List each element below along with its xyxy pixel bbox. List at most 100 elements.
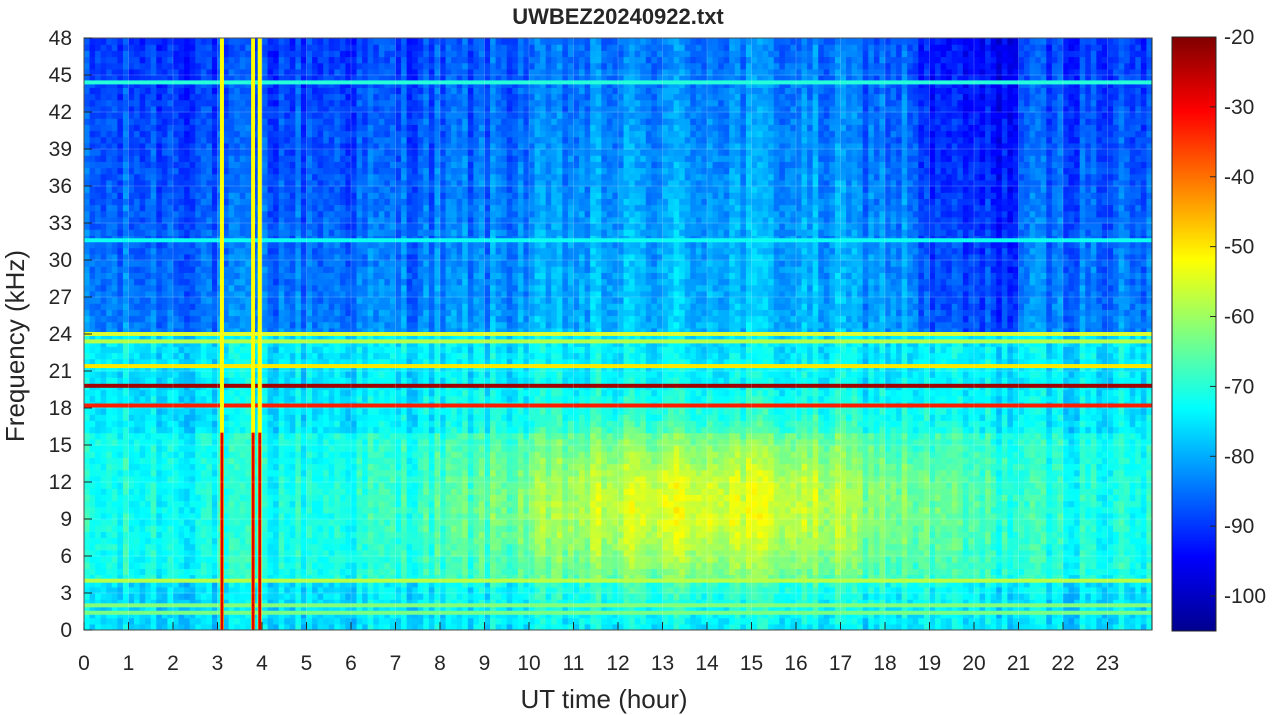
heatmap-cell xyxy=(211,105,219,113)
heatmap-cell xyxy=(267,223,274,230)
heatmap-cell xyxy=(211,81,219,88)
heatmap-cell xyxy=(317,75,324,82)
heatmap-cell xyxy=(84,179,91,187)
heatmap-cell xyxy=(278,327,285,335)
heatmap-cell xyxy=(122,438,130,446)
heatmap-cell xyxy=(206,371,213,378)
heatmap-cell xyxy=(100,586,107,594)
heatmap-cell xyxy=(128,346,135,354)
heatmap-cell xyxy=(167,586,174,594)
heatmap-cell xyxy=(223,371,230,378)
heatmap-cell xyxy=(223,99,230,107)
heatmap-cell xyxy=(228,75,235,82)
heatmap-cell xyxy=(150,389,157,397)
heatmap-cell xyxy=(128,167,135,175)
heatmap-cell xyxy=(284,272,291,280)
heatmap-cell xyxy=(312,586,319,594)
heatmap-cell xyxy=(206,93,213,101)
heatmap-cell xyxy=(189,469,196,477)
heatmap-cell xyxy=(228,253,235,261)
heatmap-cell xyxy=(351,593,358,600)
heatmap-cell xyxy=(184,216,191,224)
heatmap-cell xyxy=(150,482,157,489)
heatmap-cell xyxy=(106,124,113,132)
heatmap-cell xyxy=(351,525,358,532)
heatmap-cell xyxy=(117,229,124,236)
heatmap-cell xyxy=(150,599,157,606)
heatmap-cell xyxy=(206,327,213,335)
heatmap-cell xyxy=(300,266,308,273)
heatmap-cell xyxy=(184,167,191,175)
heatmap-cell xyxy=(284,303,291,310)
heatmap-cell xyxy=(145,574,152,582)
heatmap-cell xyxy=(223,334,230,341)
heatmap-cell xyxy=(156,420,163,428)
heatmap-cell xyxy=(100,38,107,45)
heatmap-cell xyxy=(284,519,291,526)
heatmap-cell xyxy=(367,210,374,218)
heatmap-cell xyxy=(339,531,347,539)
heatmap-cell xyxy=(317,99,324,107)
heatmap-cell xyxy=(173,352,180,360)
heatmap-cell xyxy=(239,99,246,107)
heatmap-cell xyxy=(117,395,124,403)
heatmap-cell xyxy=(278,445,285,452)
heatmap-cell xyxy=(295,266,302,273)
heatmap-cell xyxy=(239,75,246,82)
heatmap-cell xyxy=(100,303,107,310)
heatmap-cell xyxy=(317,395,324,403)
heatmap-cell xyxy=(139,179,146,187)
heatmap-cell xyxy=(150,371,157,378)
heatmap-cell xyxy=(134,118,141,125)
heatmap-cell xyxy=(139,426,146,434)
heatmap-cell xyxy=(278,475,285,483)
heatmap-cell xyxy=(245,290,252,298)
heatmap-cell xyxy=(145,229,152,236)
heatmap-cell xyxy=(223,284,230,292)
heatmap-cell xyxy=(278,68,285,76)
heatmap-cell xyxy=(223,469,230,477)
heatmap-cell xyxy=(239,327,246,335)
heatmap-cell xyxy=(289,309,296,317)
heatmap-cell xyxy=(267,364,274,372)
heatmap-cell xyxy=(245,272,252,280)
heatmap-cell xyxy=(334,136,341,144)
heatmap-cell xyxy=(228,469,235,477)
heatmap-cell xyxy=(234,321,241,329)
heatmap-cell xyxy=(200,179,207,187)
heatmap-cell xyxy=(306,210,313,218)
heatmap-cell xyxy=(362,266,369,273)
heatmap-cell xyxy=(195,167,202,175)
heatmap-cell xyxy=(106,494,113,502)
heatmap-cell xyxy=(111,247,118,255)
heatmap-cell xyxy=(117,426,124,434)
heatmap-cell xyxy=(84,167,91,175)
heatmap-cell xyxy=(134,112,141,119)
heatmap-cell xyxy=(356,389,363,397)
heatmap-cell xyxy=(295,204,302,212)
heatmap-cell xyxy=(89,297,96,304)
heatmap-cell xyxy=(206,142,213,150)
heatmap-cell xyxy=(234,469,241,477)
heatmap-cell xyxy=(295,556,302,563)
heatmap-cell xyxy=(211,623,219,630)
heatmap-cell xyxy=(178,457,185,465)
heatmap-cell xyxy=(111,272,118,280)
heatmap-cell xyxy=(245,223,252,230)
heatmap-cell xyxy=(100,186,107,193)
heatmap-cell xyxy=(312,512,319,520)
heatmap-cell xyxy=(323,161,330,169)
heatmap-cell xyxy=(239,161,246,169)
heatmap-cell xyxy=(117,142,124,150)
heatmap-cell xyxy=(117,216,124,224)
heatmap-cell xyxy=(267,118,274,125)
heatmap-cell xyxy=(122,44,130,51)
heatmap-cell xyxy=(367,62,374,70)
heatmap-cell xyxy=(323,488,330,495)
heatmap-cell xyxy=(139,210,146,218)
heatmap-cell xyxy=(351,469,358,477)
heatmap-cell xyxy=(117,457,124,465)
heatmap-cell xyxy=(228,229,235,236)
heatmap-cell xyxy=(245,346,252,354)
heatmap-cell xyxy=(306,414,313,421)
